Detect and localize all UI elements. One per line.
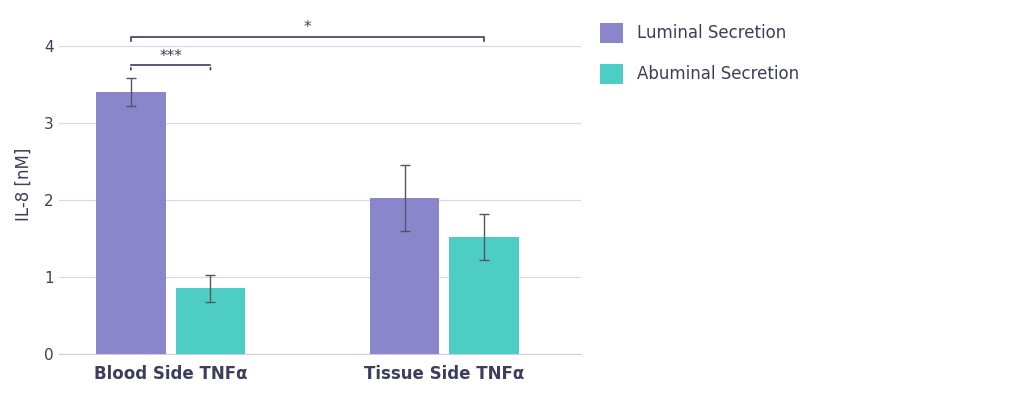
- Bar: [96, 92, 166, 354]
- Bar: [450, 237, 519, 354]
- Bar: [370, 198, 439, 354]
- Text: ***: ***: [160, 49, 182, 64]
- Legend: Luminal Secretion, Abuminal Secretion: Luminal Secretion, Abuminal Secretion: [600, 23, 799, 84]
- Y-axis label: IL-8 [nM]: IL-8 [nM]: [15, 148, 33, 221]
- Bar: [176, 289, 246, 354]
- Text: *: *: [304, 20, 311, 35]
